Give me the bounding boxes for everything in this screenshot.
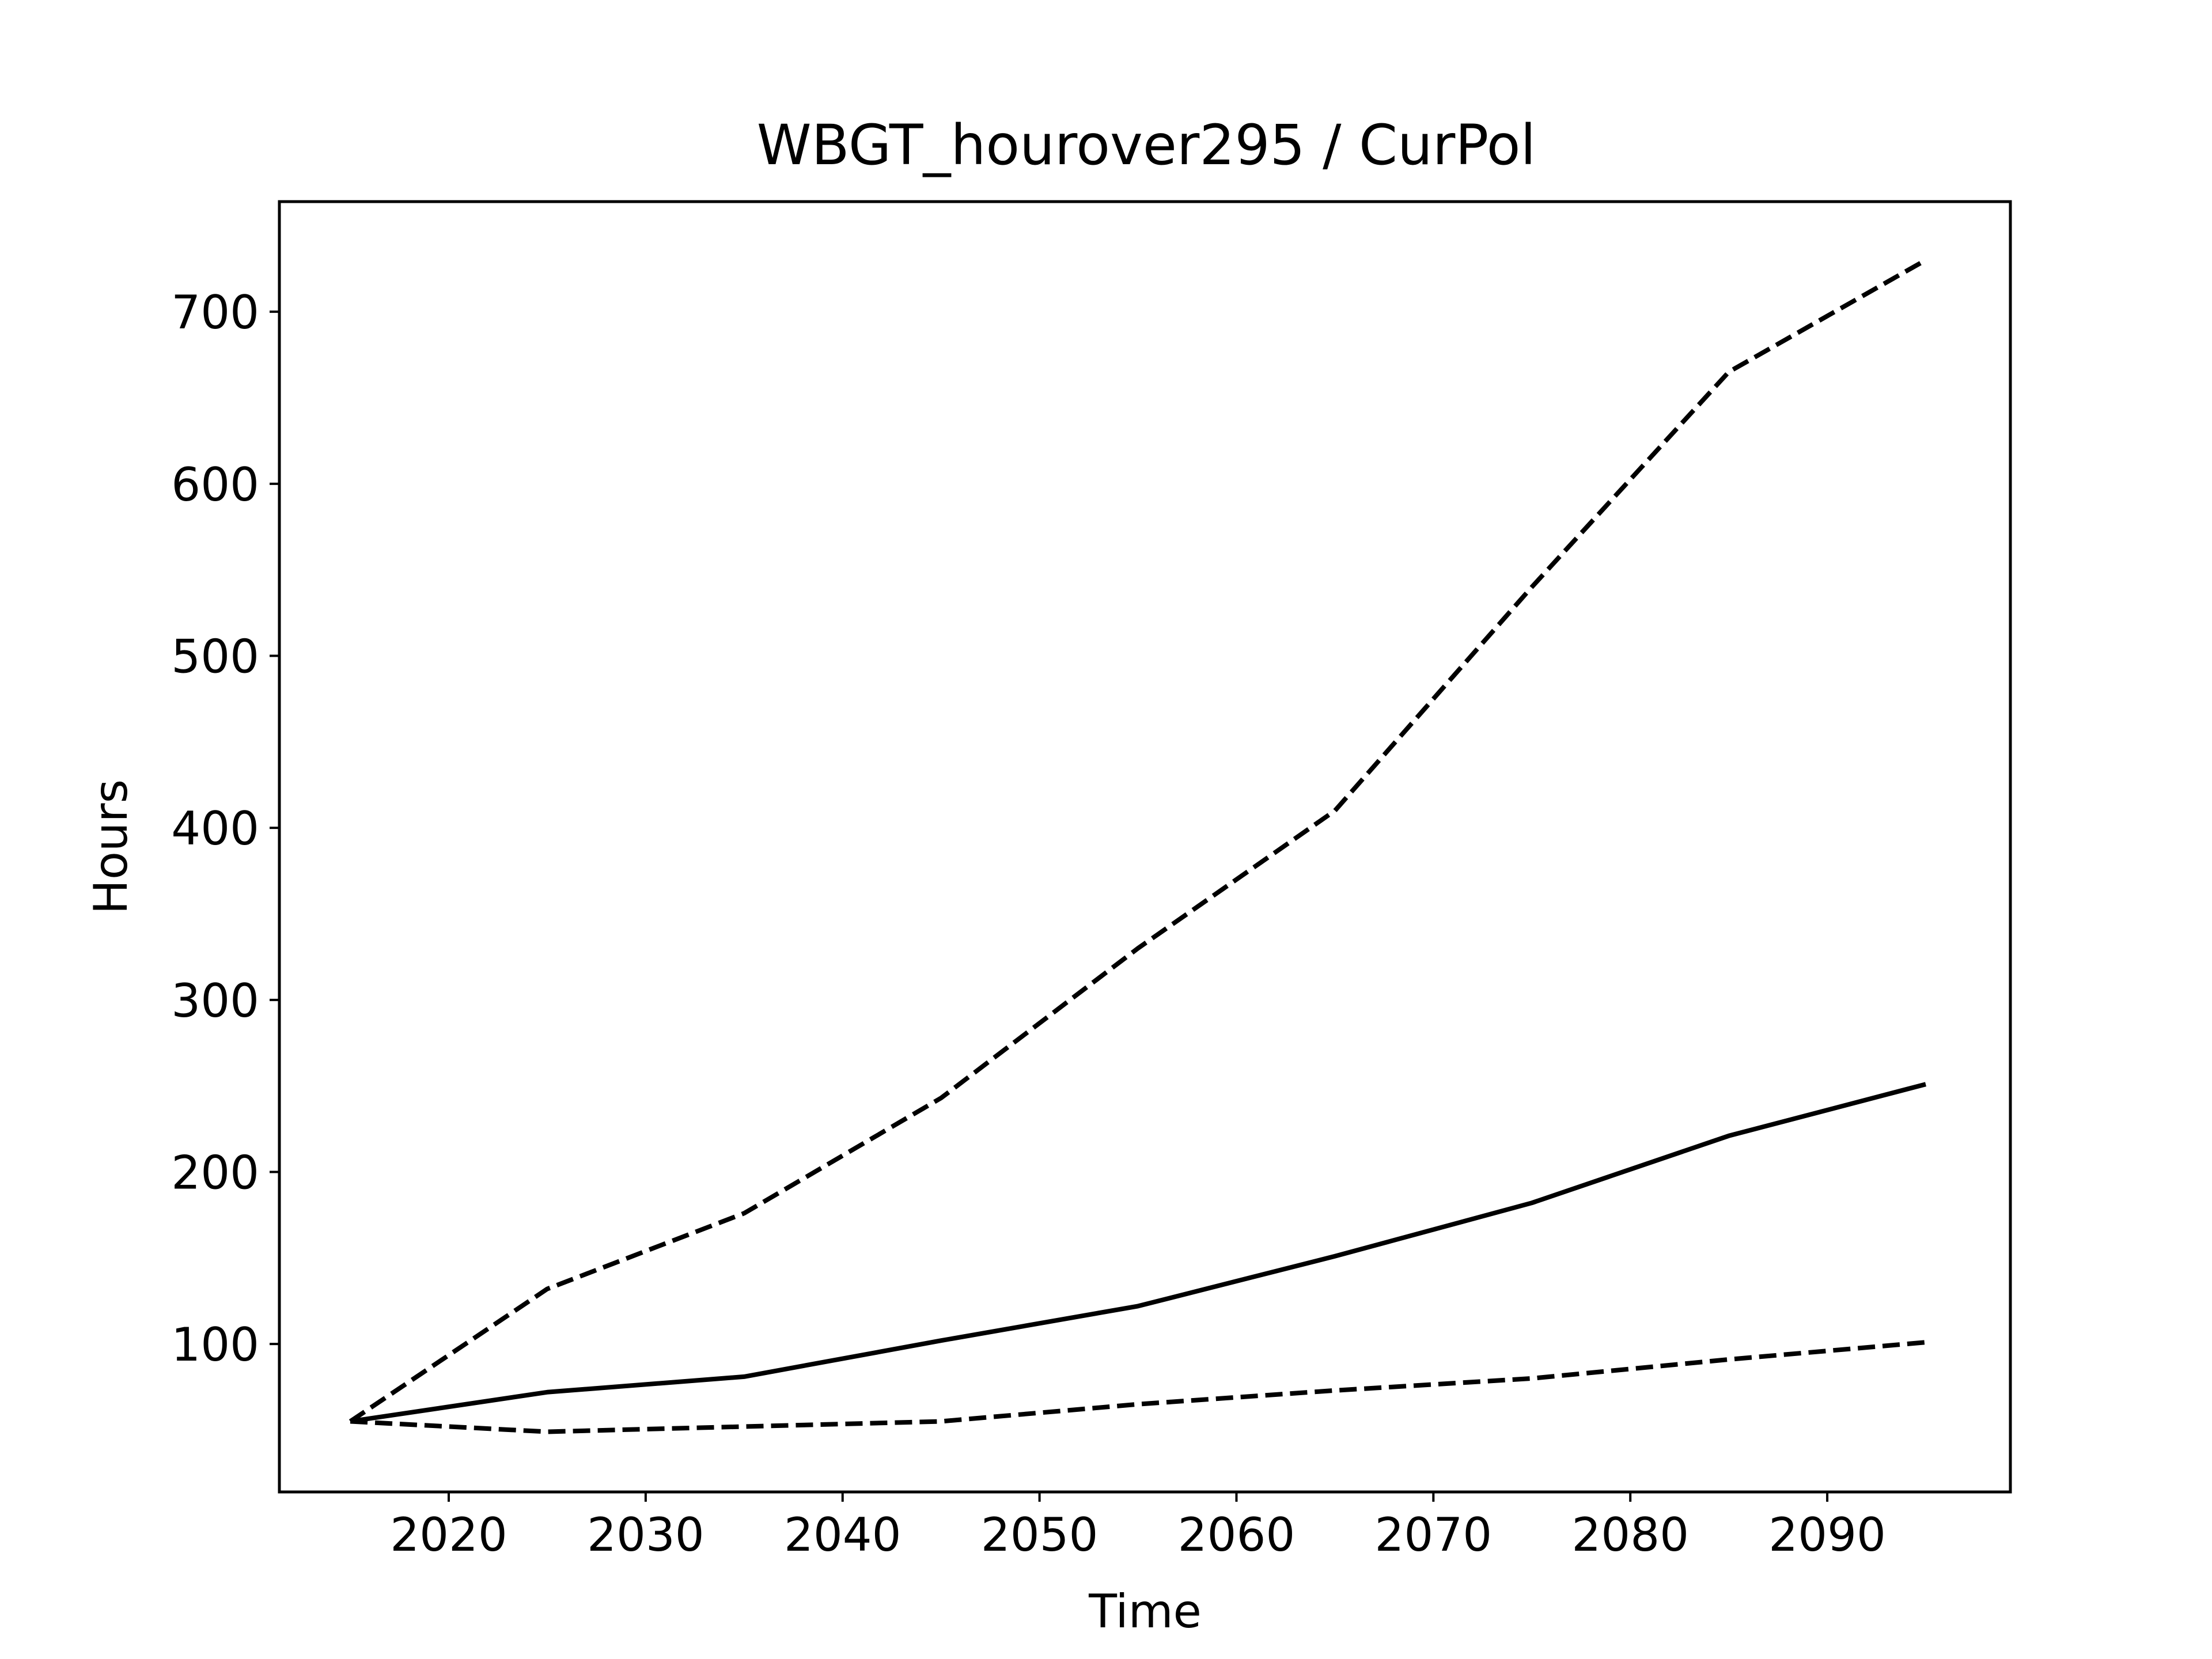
x-tick-label: 2080 [1571,1508,1689,1562]
x-tick-label: 2090 [1768,1508,1886,1562]
y-axis-label: Hours [84,779,138,914]
x-tick-label: 2070 [1375,1508,1493,1562]
y-tick-label: 600 [171,458,259,512]
plot-area-frame [278,200,2012,1494]
y-tick-label: 200 [171,1146,259,1199]
y-tick-label: 300 [171,974,259,1028]
y-tick-label: 500 [171,630,259,683]
x-tick-label: 2030 [587,1508,704,1562]
x-axis: 2020 2030 2040 2050 2060 2070 2080 2090 [390,1492,1886,1562]
x-tick-label: 2050 [981,1508,1099,1562]
y-tick-label: 100 [171,1318,259,1372]
x-tick-label: 2020 [390,1508,507,1562]
upper-bound-line [349,258,1927,1423]
median-line [350,1082,1927,1424]
series-layer [349,258,1927,1434]
y-axis: 100 200 300 400 500 600 700 [171,286,279,1372]
chart-title: WBGT_hourover295 / CurPol [757,113,1536,177]
x-tick-label: 2060 [1178,1508,1296,1562]
y-tick-label: 700 [171,286,259,339]
y-tick-label: 400 [171,802,259,855]
lower-bound-line [350,1340,1926,1434]
x-axis-label: Time [1088,1585,1202,1638]
x-tick-label: 2040 [784,1508,902,1562]
